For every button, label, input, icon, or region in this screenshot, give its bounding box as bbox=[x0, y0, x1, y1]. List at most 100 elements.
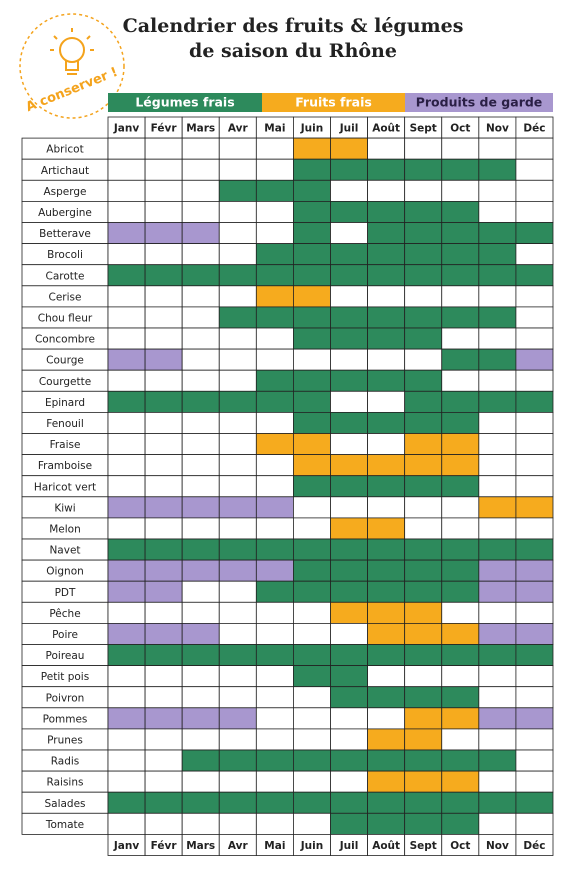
season-cell bbox=[441, 264, 480, 287]
season-cell bbox=[478, 306, 517, 329]
season-cell bbox=[330, 538, 368, 561]
season-cell bbox=[330, 327, 368, 350]
season-cell bbox=[144, 306, 183, 329]
season-cell bbox=[404, 243, 443, 266]
season-cell bbox=[181, 369, 220, 392]
season-cell bbox=[107, 433, 146, 456]
season-cell bbox=[255, 728, 294, 751]
season-cell bbox=[107, 179, 146, 202]
badge-text: A conserver ! bbox=[24, 65, 120, 115]
row-label: Poireau bbox=[46, 650, 85, 662]
season-cell bbox=[218, 644, 257, 667]
season-cell bbox=[478, 158, 517, 181]
season-cell bbox=[404, 496, 443, 519]
season-cell bbox=[441, 306, 480, 329]
season-cell bbox=[107, 200, 146, 223]
season-cell bbox=[515, 243, 554, 266]
season-cell bbox=[404, 179, 443, 202]
season-cell bbox=[107, 707, 146, 730]
season-cell bbox=[255, 580, 294, 603]
season-cell bbox=[478, 728, 517, 751]
season-cell bbox=[330, 285, 368, 308]
season-cell bbox=[367, 728, 406, 751]
season-cell bbox=[330, 623, 368, 645]
season-cell bbox=[255, 222, 294, 245]
season-cell bbox=[441, 433, 480, 456]
season-cell bbox=[293, 728, 331, 751]
season-cell bbox=[144, 623, 183, 645]
season-cell bbox=[255, 369, 294, 392]
row-label: Oignon bbox=[46, 566, 84, 578]
season-cell bbox=[144, 601, 183, 624]
season-cell bbox=[330, 137, 368, 160]
season-cell bbox=[107, 306, 146, 329]
season-cell bbox=[255, 390, 294, 413]
season-cell bbox=[367, 137, 406, 160]
season-cell bbox=[441, 791, 480, 814]
season-cell bbox=[367, 791, 406, 814]
season-cell bbox=[441, 623, 480, 645]
season-cell bbox=[404, 158, 443, 181]
season-cell bbox=[478, 812, 517, 835]
season-cell bbox=[255, 812, 294, 835]
season-cell bbox=[107, 623, 146, 645]
season-cell bbox=[181, 707, 220, 730]
season-cell bbox=[255, 707, 294, 730]
season-cell bbox=[478, 285, 517, 308]
season-cell bbox=[441, 243, 480, 266]
season-cell bbox=[515, 306, 554, 329]
season-cell bbox=[144, 454, 183, 477]
month-label: Juil bbox=[339, 840, 359, 852]
season-cell bbox=[218, 137, 257, 160]
month-label: Avr bbox=[228, 123, 249, 135]
season-cell bbox=[293, 306, 331, 329]
season-cell bbox=[367, 538, 406, 561]
season-cell bbox=[144, 644, 183, 667]
season-cell bbox=[330, 707, 368, 730]
season-cell bbox=[107, 517, 146, 540]
season-cell bbox=[330, 644, 368, 667]
season-cell bbox=[293, 369, 331, 392]
season-cell bbox=[293, 812, 331, 835]
season-cell bbox=[404, 623, 443, 645]
season-cell bbox=[330, 559, 368, 582]
season-cell bbox=[367, 559, 406, 582]
season-cell bbox=[367, 348, 406, 371]
season-cell bbox=[107, 285, 146, 308]
season-cell bbox=[293, 665, 331, 688]
row-label: Chou fleur bbox=[38, 312, 93, 324]
row-label: Kiwi bbox=[54, 502, 75, 514]
season-cell bbox=[404, 517, 443, 540]
season-cell bbox=[144, 538, 183, 561]
season-cell bbox=[515, 580, 554, 603]
season-cell bbox=[293, 770, 331, 793]
season-cell bbox=[330, 454, 368, 477]
season-cell bbox=[293, 158, 331, 181]
season-cell bbox=[367, 707, 406, 730]
season-cell bbox=[367, 475, 406, 498]
season-cell bbox=[144, 580, 183, 603]
row-label: Betterave bbox=[39, 228, 91, 240]
season-cell bbox=[515, 770, 554, 793]
season-cell bbox=[478, 348, 517, 371]
season-cell bbox=[181, 749, 220, 772]
month-label: Avr bbox=[228, 840, 249, 852]
season-cell bbox=[441, 580, 480, 603]
season-cell bbox=[218, 770, 257, 793]
season-cell bbox=[255, 686, 294, 709]
season-cell bbox=[330, 433, 368, 456]
season-cell bbox=[107, 665, 146, 688]
season-cell bbox=[367, 580, 406, 603]
season-cell bbox=[515, 749, 554, 772]
season-cell bbox=[107, 327, 146, 350]
row-label: Framboise bbox=[38, 460, 92, 472]
season-cell bbox=[144, 369, 183, 392]
season-cell bbox=[441, 454, 480, 477]
season-cell bbox=[218, 306, 257, 329]
season-cell bbox=[515, 222, 554, 245]
month-label: Sept bbox=[410, 123, 437, 135]
season-cell bbox=[293, 601, 331, 624]
row-label: Epinard bbox=[45, 397, 85, 409]
season-cell bbox=[107, 644, 146, 667]
season-cell bbox=[441, 517, 480, 540]
